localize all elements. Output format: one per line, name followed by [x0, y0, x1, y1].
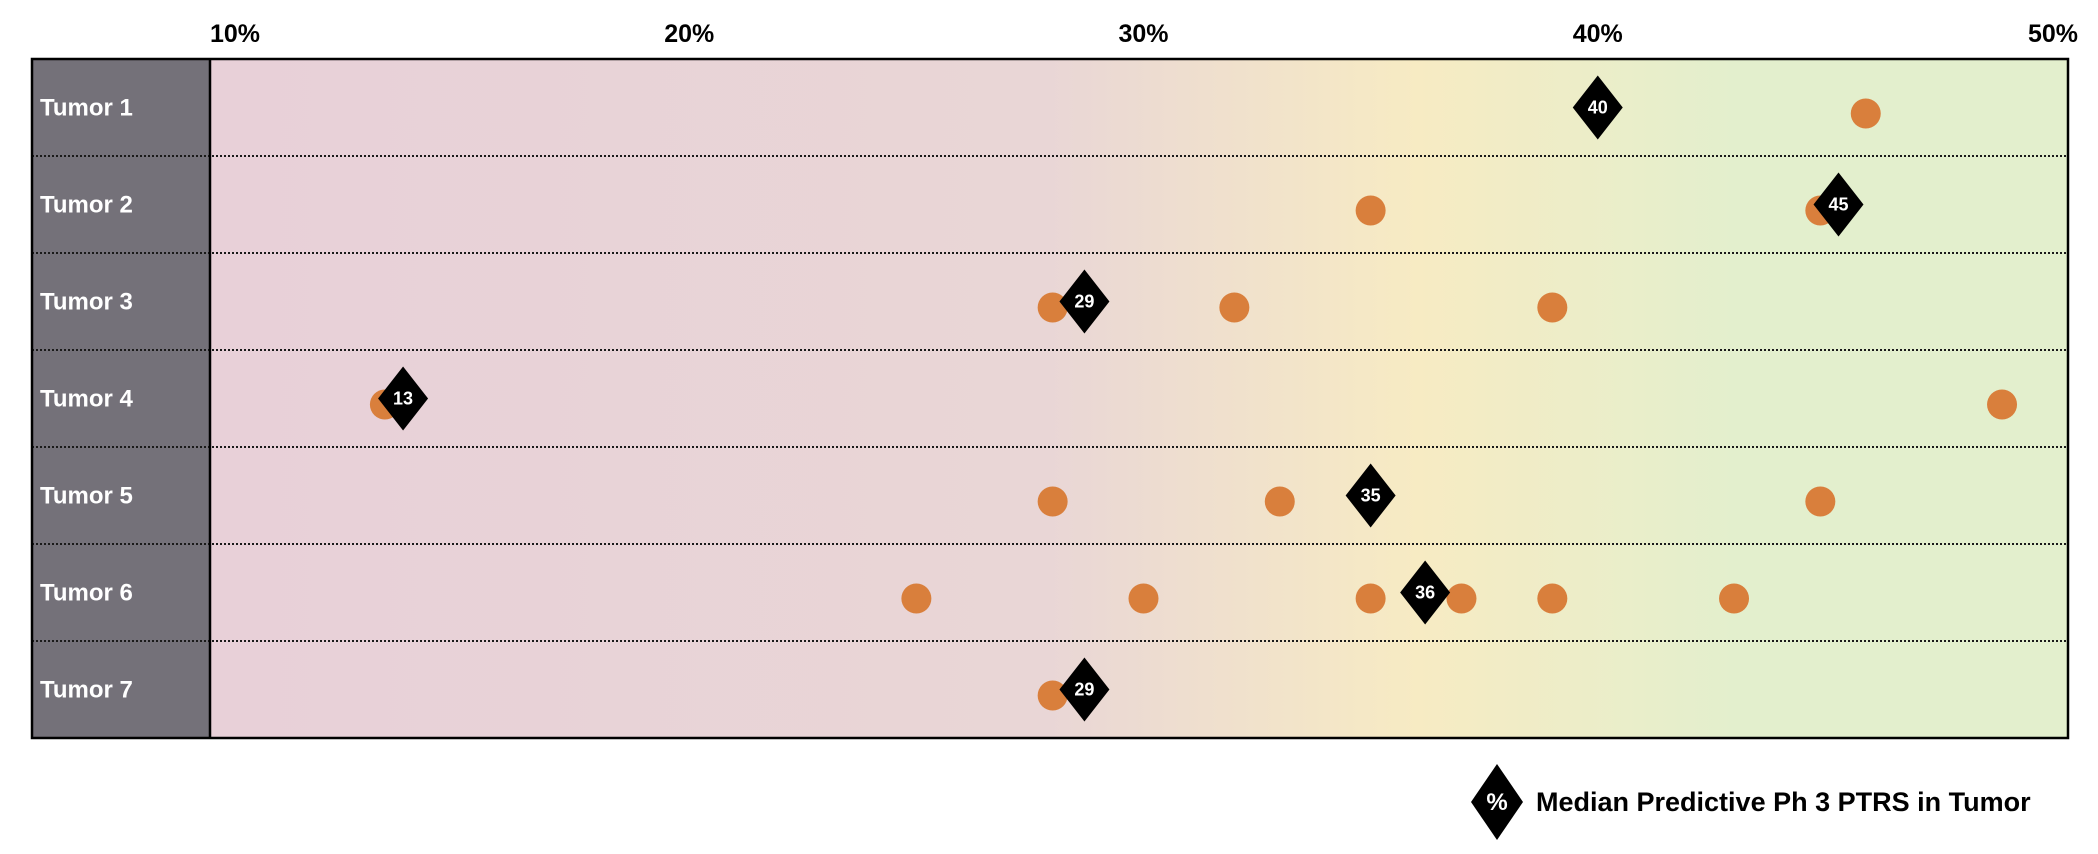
row-label: Tumor 5: [40, 483, 133, 510]
legend-diamond-icon: [1471, 764, 1523, 840]
data-point: [1850, 98, 1881, 129]
median-label: 29: [1074, 680, 1094, 700]
row-label-panel: [32, 59, 210, 738]
plot-background: [210, 59, 2068, 738]
median-marker: [1572, 75, 1623, 140]
row-label: Tumor 7: [40, 677, 133, 704]
x-axis: 10% 20% 30% 40% 50%: [210, 20, 2078, 48]
data-point: [1537, 292, 1568, 323]
median-label: 35: [1361, 486, 1381, 506]
legend-symbol: %: [1486, 789, 1507, 816]
row-label: Tumor 3: [40, 289, 133, 316]
row-label: Tumor 4: [40, 386, 134, 413]
data-point: [1037, 486, 1068, 517]
median-label: 13: [393, 389, 413, 409]
data-point: [1264, 486, 1295, 517]
data-point: [1355, 583, 1386, 614]
median-marker: [1813, 172, 1864, 237]
plot-area: Tumor 1 40 Tumor 2 45 Tumor 3 29 Tumor 4 13 Tumo…: [30, 57, 2070, 740]
legend: % Median Predictive Ph 3 PTRS in Tumor: [1471, 764, 2031, 840]
x-tick-label: 30%: [1118, 20, 1168, 48]
median-label: 40: [1588, 98, 1608, 118]
x-tick-label: 20%: [664, 20, 714, 48]
data-point: [1355, 195, 1386, 226]
data-point: [1128, 583, 1159, 614]
median-marker: [1345, 463, 1396, 528]
median-label: 29: [1074, 292, 1094, 312]
row-label: Tumor 2: [40, 192, 133, 219]
median-marker: [1059, 657, 1110, 722]
data-point: [1219, 292, 1250, 323]
row-label: Tumor 6: [40, 580, 133, 607]
data-point: [1537, 583, 1568, 614]
median-marker: [1059, 269, 1110, 334]
data-point: [1987, 389, 2018, 420]
x-tick-label: 50%: [2028, 20, 2078, 48]
data-point: [1446, 583, 1477, 614]
x-tick-label: 40%: [1573, 20, 1623, 48]
data-point: [1719, 583, 1750, 614]
data-point: [1037, 680, 1068, 711]
x-tick-label: 10%: [210, 20, 260, 48]
median-marker: [378, 366, 429, 431]
row-label: Tumor 1: [40, 95, 133, 122]
data-point: [901, 583, 932, 614]
median-marker: [1400, 560, 1451, 625]
legend-label: Median Predictive Ph 3 PTRS in Tumor: [1536, 787, 2031, 817]
data-point: [1805, 486, 1836, 517]
data-point: [1037, 292, 1068, 323]
median-label: 36: [1415, 583, 1435, 603]
plot-border: [30, 57, 2070, 740]
median-label: 45: [1828, 195, 1848, 215]
